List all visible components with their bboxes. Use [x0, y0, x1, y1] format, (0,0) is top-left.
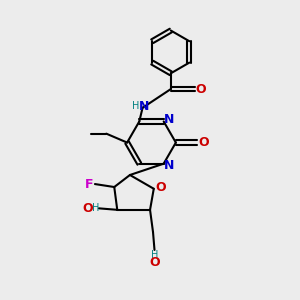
Text: F: F — [85, 178, 93, 190]
Text: N: N — [164, 159, 174, 172]
Text: O: O — [199, 136, 209, 149]
Text: O: O — [149, 256, 160, 269]
Text: O: O — [155, 181, 166, 194]
Text: N: N — [164, 113, 174, 127]
Text: H: H — [132, 101, 140, 111]
Text: H: H — [151, 250, 158, 260]
Text: O: O — [196, 82, 206, 96]
Text: O: O — [82, 202, 93, 215]
Text: H: H — [92, 203, 100, 213]
Text: N: N — [139, 100, 149, 113]
